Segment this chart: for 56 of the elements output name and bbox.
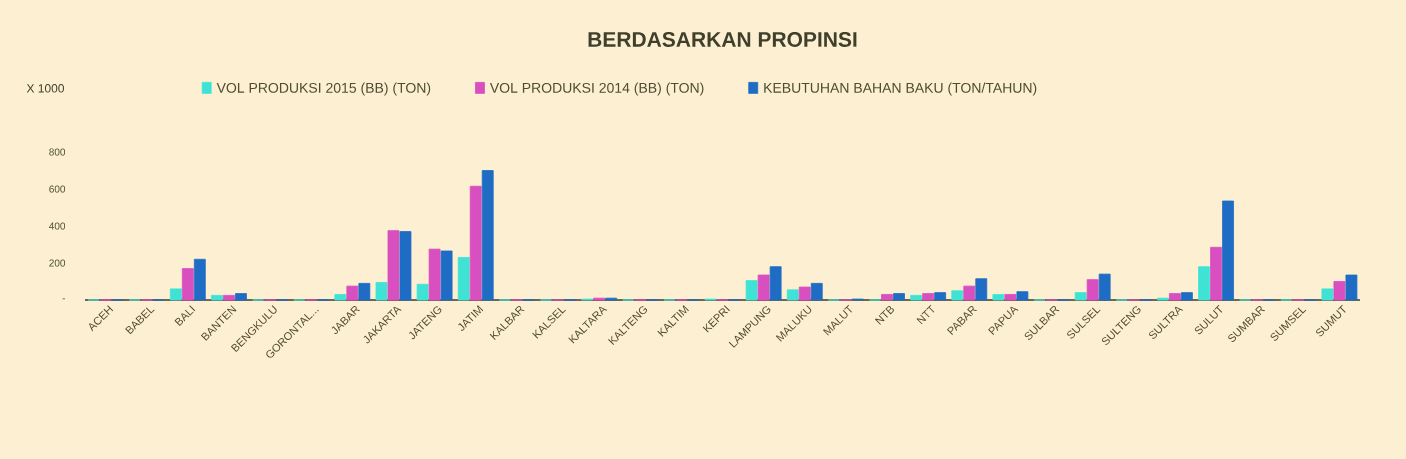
bar [481, 170, 494, 301]
bar [1210, 246, 1222, 301]
bar [757, 274, 770, 301]
bar [358, 282, 371, 301]
bar [1074, 292, 1087, 301]
bar [346, 285, 359, 301]
bar [457, 257, 470, 301]
y-axis-title: X 1000 [26, 84, 65, 93]
bar [745, 280, 758, 301]
y-tick-label: 400 [49, 222, 66, 230]
bar [1098, 273, 1111, 301]
legend-label: VOL PRODUKSI 2014 (BB) (TON) [489, 82, 704, 96]
bar [440, 250, 453, 301]
bar [469, 185, 482, 301]
bar [1345, 274, 1358, 301]
bar [1198, 266, 1210, 301]
bar [922, 293, 935, 301]
bar [181, 268, 194, 301]
bar [810, 282, 823, 301]
bar [951, 290, 964, 301]
bar [881, 294, 893, 301]
bar [1004, 294, 1017, 301]
bar [235, 293, 247, 301]
bar [786, 289, 799, 301]
y-tick-label: 200 [49, 259, 66, 267]
bar [428, 248, 441, 301]
y-tick-label: - [62, 298, 66, 300]
bar [992, 294, 1005, 301]
y-tick-label: 800 [49, 148, 66, 156]
bar [223, 294, 235, 301]
bar [1333, 281, 1346, 301]
bar [1181, 292, 1193, 301]
bar [934, 292, 947, 301]
bar [1086, 279, 1099, 301]
bar [193, 258, 206, 301]
chart-title: BERDASARKAN PROPINSI [588, 32, 857, 47]
legend-label: VOL PRODUKSI 2015 (BB) (TON) [216, 82, 431, 96]
bar [1321, 288, 1334, 301]
bar [169, 288, 182, 301]
bar [963, 285, 976, 301]
bar [211, 294, 223, 301]
bar [334, 294, 347, 301]
bar [975, 278, 988, 301]
bar [798, 286, 811, 301]
bar [1169, 293, 1181, 301]
bar [910, 294, 923, 301]
bar [387, 230, 400, 301]
bar [375, 282, 388, 301]
bar [893, 293, 905, 301]
bar [769, 266, 782, 301]
bar [399, 231, 412, 301]
legend-label: KEBUTUHAN BAHAN BAKU (TON/TAHUN) [764, 82, 1037, 96]
bar [416, 283, 429, 301]
y-tick-label: 600 [49, 185, 66, 193]
bar [1016, 291, 1029, 301]
bar [1222, 200, 1234, 301]
